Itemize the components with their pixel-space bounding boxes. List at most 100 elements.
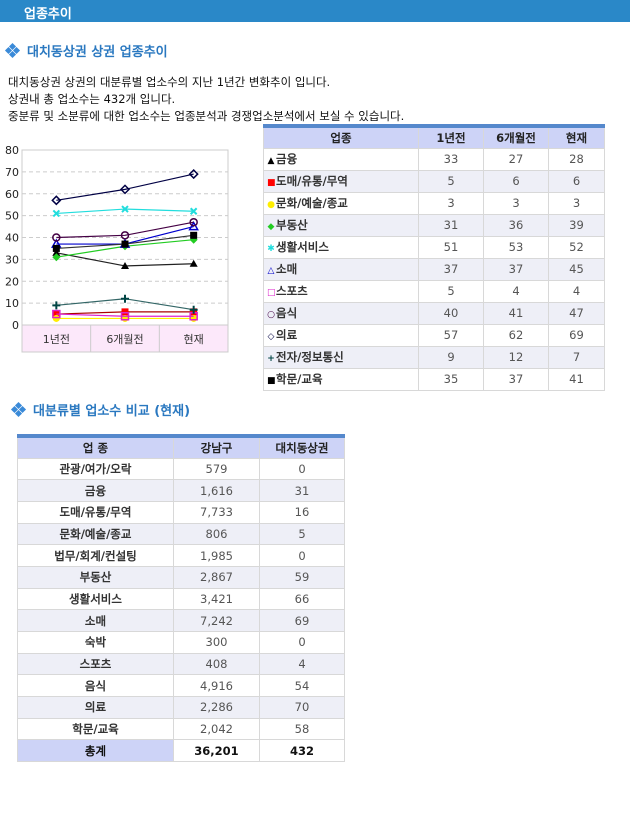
data-point <box>189 207 198 215</box>
category-name: 부동산 <box>276 218 308 232</box>
category-name: 의료 <box>276 328 298 342</box>
column-header: 1년전 <box>418 125 484 149</box>
value-cell: 37 <box>483 367 549 391</box>
category-cell: 문화/예술/종교 <box>17 522 174 546</box>
value-cell: 3 <box>548 191 605 215</box>
x-tick-label: 1년전 <box>43 333 70 346</box>
category-cell: 소매 <box>17 609 174 632</box>
page-title: 업종추이 <box>24 7 72 22</box>
table-row: 생활서비스 3,421 66 <box>17 587 345 611</box>
data-point <box>52 314 60 322</box>
category-name: 음식 <box>276 306 298 320</box>
data-point <box>188 221 199 231</box>
x-tick-label: 현재 <box>184 333 204 346</box>
gangnam-count: 2,286 <box>173 696 260 719</box>
table-row: △ 소매 37 37 45 <box>263 257 605 281</box>
page-header: 업종추이 <box>0 0 630 22</box>
category-band <box>21 324 229 353</box>
value-cell: 57 <box>418 323 484 347</box>
value-cell: 69 <box>548 323 605 347</box>
category-cell: ✱생활서비스 <box>263 235 419 259</box>
value-cell: 4 <box>483 279 549 303</box>
data-point <box>121 205 129 213</box>
category-cell: 관광/여가/오락 <box>17 457 174 481</box>
value-cell: 7 <box>548 345 605 369</box>
section-title-trend: 대치동상권 상권 업종추이 <box>4 41 168 60</box>
value-cell: 52 <box>548 235 605 259</box>
category-name: 전자/정보통신 <box>276 350 344 364</box>
category-cell: 숙박 <box>17 631 174 654</box>
data-point <box>188 169 199 180</box>
table-row: ✱생활서비스 51 53 52 <box>263 235 605 259</box>
table-row: ▲ 금융 33 27 28 <box>263 147 605 171</box>
value-cell: 53 <box>483 235 549 259</box>
table-row: 스포츠 408 4 <box>17 652 345 676</box>
value-cell: 28 <box>548 147 605 171</box>
category-cell: 도매/유통/무역 <box>17 500 174 524</box>
value-cell: 37 <box>418 257 484 281</box>
daechi-total: 432 <box>259 739 345 763</box>
table-row: ◆ 부동산 31 36 39 <box>263 213 605 237</box>
description-line: 대치동상권 상권의 대분류별 업소수의 지난 1년간 변화추이 입니다. <box>8 75 331 89</box>
y-tick-label: 60 <box>5 188 19 201</box>
value-cell: 45 <box>548 257 605 281</box>
column-header: 6개월전 <box>483 125 549 149</box>
data-point <box>120 312 130 321</box>
y-tick-label: 70 <box>5 166 19 179</box>
y-tick-label: 50 <box>5 210 19 223</box>
gangnam-count: 2,867 <box>173 565 260 589</box>
data-point <box>189 259 198 267</box>
x-tick-label: 6개월전 <box>106 333 143 346</box>
table-row: 금융 1,616 31 <box>17 479 345 502</box>
gangnam-count: 579 <box>173 457 260 481</box>
data-point <box>52 209 61 218</box>
diamond-bullet-icon <box>4 42 21 59</box>
description: 대치동상권 상권의 대분류별 업소수의 지난 1년간 변화추이 입니다. 상권내… <box>8 74 404 125</box>
category-name: 금융 <box>276 152 298 166</box>
category-name: 생활서비스 <box>276 240 329 254</box>
value-cell: 12 <box>483 345 549 369</box>
y-tick-label: 30 <box>5 253 19 266</box>
value-cell: 9 <box>418 345 484 369</box>
table-row: 법무/회계/컨설팅 1,985 0 <box>17 544 345 567</box>
table-row: 문화/예술/종교 806 5 <box>17 522 345 546</box>
value-cell: 37 <box>483 257 549 281</box>
legend-marker-icon: ✱ <box>267 244 275 254</box>
description-line: 상권내 총 업소수는 432개 입니다. <box>8 92 176 106</box>
category-cell: ◇ 의료 <box>263 323 419 347</box>
daechi-count: 54 <box>259 674 345 698</box>
daechi-count: 0 <box>259 457 345 481</box>
table-row: ◇ 의료 57 62 69 <box>263 323 605 347</box>
value-cell: 62 <box>483 323 549 347</box>
gangnam-count: 7,733 <box>173 500 260 524</box>
category-cell: 법무/회계/컨설팅 <box>17 544 174 567</box>
table-row: 관광/여가/오락 579 0 <box>17 457 345 481</box>
category-name: 도매/유통/무역 <box>276 174 348 188</box>
value-cell: 4 <box>548 279 605 303</box>
gangnam-count: 3,421 <box>173 587 260 611</box>
y-tick-label: 0 <box>12 319 19 332</box>
value-cell: 35 <box>418 367 484 391</box>
legend-marker-icon: ● <box>267 200 275 210</box>
column-header: 강남구 <box>173 435 260 459</box>
data-point <box>120 231 130 240</box>
legend-marker-icon: △ <box>267 266 275 276</box>
value-cell: 5 <box>418 279 484 303</box>
data-point <box>52 309 61 319</box>
column-header: 업종 <box>263 125 419 149</box>
category-cell: +전자/정보통신 <box>263 345 419 369</box>
legend-marker-icon: + <box>267 354 275 364</box>
legend-marker-icon: ■ <box>267 178 276 188</box>
series-line <box>56 173 194 201</box>
table-row: 학문/교육 2,042 58 <box>17 717 345 741</box>
daechi-count: 0 <box>259 631 345 654</box>
category-cell: 의료 <box>17 696 174 719</box>
legend-marker-icon: ◆ <box>267 222 275 232</box>
value-cell: 51 <box>418 235 484 259</box>
value-cell: 40 <box>418 301 484 325</box>
data-point <box>52 244 60 252</box>
data-point <box>51 195 62 206</box>
legend-marker-icon: □ <box>267 288 276 298</box>
value-cell: 39 <box>548 213 605 237</box>
data-point <box>52 248 61 256</box>
